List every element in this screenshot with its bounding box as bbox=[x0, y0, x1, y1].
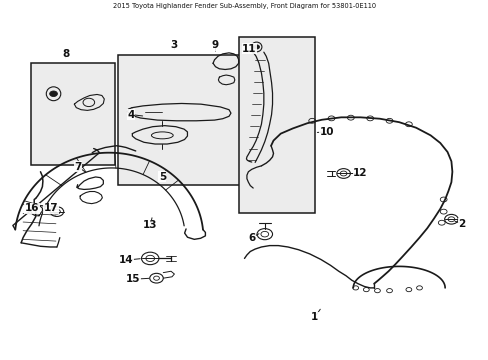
Bar bbox=[238, 37, 314, 213]
Bar bbox=[31, 63, 115, 165]
Text: 13: 13 bbox=[142, 220, 157, 230]
Circle shape bbox=[253, 45, 259, 49]
Text: 14: 14 bbox=[119, 255, 133, 265]
Text: 7: 7 bbox=[74, 162, 81, 172]
Text: 5: 5 bbox=[159, 172, 165, 182]
Text: 15: 15 bbox=[126, 274, 140, 284]
Text: 8: 8 bbox=[62, 49, 69, 59]
Bar bbox=[118, 55, 241, 185]
Text: 17: 17 bbox=[44, 203, 58, 213]
Text: 1: 1 bbox=[310, 312, 318, 322]
Text: 11: 11 bbox=[242, 44, 256, 54]
Text: 4: 4 bbox=[127, 109, 134, 120]
Text: 16: 16 bbox=[24, 203, 39, 213]
Title: 2015 Toyota Highlander Fender Sub-Assembly, Front Diagram for 53801-0E110: 2015 Toyota Highlander Fender Sub-Assemb… bbox=[113, 3, 375, 9]
Text: 6: 6 bbox=[247, 233, 255, 243]
Circle shape bbox=[50, 91, 57, 96]
Text: 9: 9 bbox=[211, 40, 219, 50]
Text: 12: 12 bbox=[352, 168, 367, 179]
Text: 3: 3 bbox=[170, 40, 178, 50]
Text: 2: 2 bbox=[457, 219, 465, 229]
Text: 10: 10 bbox=[319, 127, 333, 137]
